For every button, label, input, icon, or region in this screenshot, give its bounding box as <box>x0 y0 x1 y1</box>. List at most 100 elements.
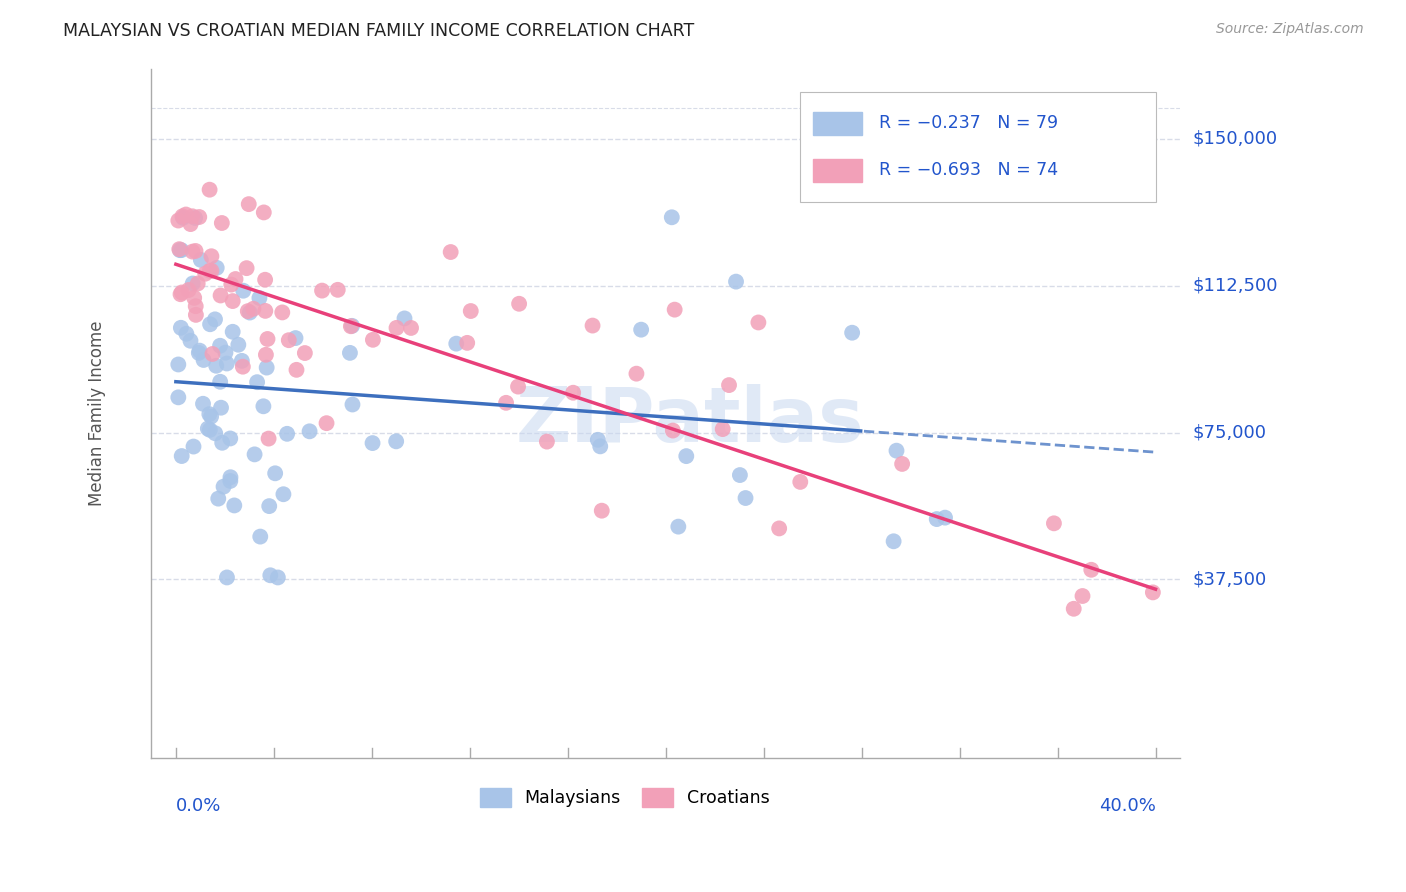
Point <box>177 283 200 297</box>
Point <box>249 291 271 305</box>
Point <box>205 359 228 373</box>
Point <box>271 305 294 319</box>
Point <box>169 242 191 256</box>
Point <box>1185 601 1208 615</box>
Point <box>198 263 221 277</box>
Point <box>221 325 243 339</box>
Text: $75,000: $75,000 <box>1192 424 1267 442</box>
Point <box>231 354 253 368</box>
Point <box>724 275 747 289</box>
FancyBboxPatch shape <box>800 92 1156 202</box>
Point <box>236 304 259 318</box>
Point <box>276 426 298 441</box>
Point <box>253 205 276 219</box>
Point <box>734 491 756 505</box>
Point <box>666 519 689 533</box>
Point <box>238 197 260 211</box>
Point <box>589 439 612 453</box>
Point <box>508 297 530 311</box>
Point <box>294 346 316 360</box>
Point <box>1071 589 1094 603</box>
Point <box>172 211 194 225</box>
Point <box>183 440 205 454</box>
Point <box>198 318 221 332</box>
Point <box>181 277 204 291</box>
Point <box>284 331 307 345</box>
Text: R = −0.237   N = 79: R = −0.237 N = 79 <box>879 114 1057 132</box>
Text: $150,000: $150,000 <box>1192 130 1278 148</box>
Point <box>256 332 278 346</box>
Point <box>254 348 277 362</box>
Point <box>228 337 250 351</box>
Point <box>586 433 609 447</box>
Point <box>187 277 209 291</box>
Point <box>768 521 790 535</box>
Point <box>170 285 193 300</box>
Point <box>170 449 193 463</box>
Point <box>181 209 204 223</box>
Point <box>1063 601 1085 615</box>
Text: $112,500: $112,500 <box>1192 277 1278 294</box>
Point <box>200 409 222 424</box>
Point <box>224 499 246 513</box>
Point <box>256 360 278 375</box>
Point <box>205 260 228 275</box>
Point <box>198 183 221 197</box>
Point <box>273 487 295 501</box>
Point <box>209 339 232 353</box>
Text: 0.0%: 0.0% <box>176 797 221 814</box>
Point <box>219 277 242 292</box>
Point <box>562 385 585 400</box>
Point <box>664 302 686 317</box>
Point <box>167 358 190 372</box>
Point <box>630 323 652 337</box>
Point <box>214 345 236 359</box>
Text: ZIPatlas: ZIPatlas <box>516 384 865 458</box>
Text: R = −0.693   N = 74: R = −0.693 N = 74 <box>879 161 1057 179</box>
Point <box>219 432 242 446</box>
Point <box>460 304 482 318</box>
Point <box>394 311 416 326</box>
Bar <box>813 112 862 135</box>
Point <box>311 284 333 298</box>
Point <box>662 424 685 438</box>
Point <box>222 294 245 309</box>
Point <box>711 422 734 436</box>
Point <box>169 287 191 301</box>
Point <box>891 457 914 471</box>
Point <box>385 321 408 335</box>
Point <box>239 305 262 319</box>
Point <box>209 401 232 415</box>
Point <box>747 316 769 330</box>
Point <box>1080 563 1102 577</box>
Point <box>399 321 422 335</box>
Point <box>184 299 207 313</box>
Point <box>235 261 257 276</box>
Point <box>242 301 264 316</box>
Point <box>440 245 463 260</box>
Point <box>219 470 242 484</box>
Point <box>1043 516 1066 531</box>
Point <box>209 288 232 302</box>
Point <box>184 211 207 225</box>
Point <box>201 347 224 361</box>
Text: MALAYSIAN VS CROATIAN MEDIAN FAMILY INCOME CORRELATION CHART: MALAYSIAN VS CROATIAN MEDIAN FAMILY INCO… <box>63 22 695 40</box>
Point <box>581 318 603 333</box>
Point <box>211 216 233 230</box>
Point <box>172 209 194 223</box>
Point <box>257 499 280 513</box>
Point <box>194 267 217 281</box>
Point <box>167 213 190 227</box>
Point <box>361 333 384 347</box>
Point <box>315 416 337 430</box>
Point <box>456 335 478 350</box>
Point <box>211 435 233 450</box>
Text: $37,500: $37,500 <box>1192 570 1267 589</box>
Point <box>198 423 221 437</box>
Point <box>191 397 214 411</box>
Point <box>198 407 221 421</box>
Point <box>193 353 215 368</box>
Point <box>536 434 558 449</box>
Point <box>446 336 468 351</box>
Point <box>212 480 235 494</box>
